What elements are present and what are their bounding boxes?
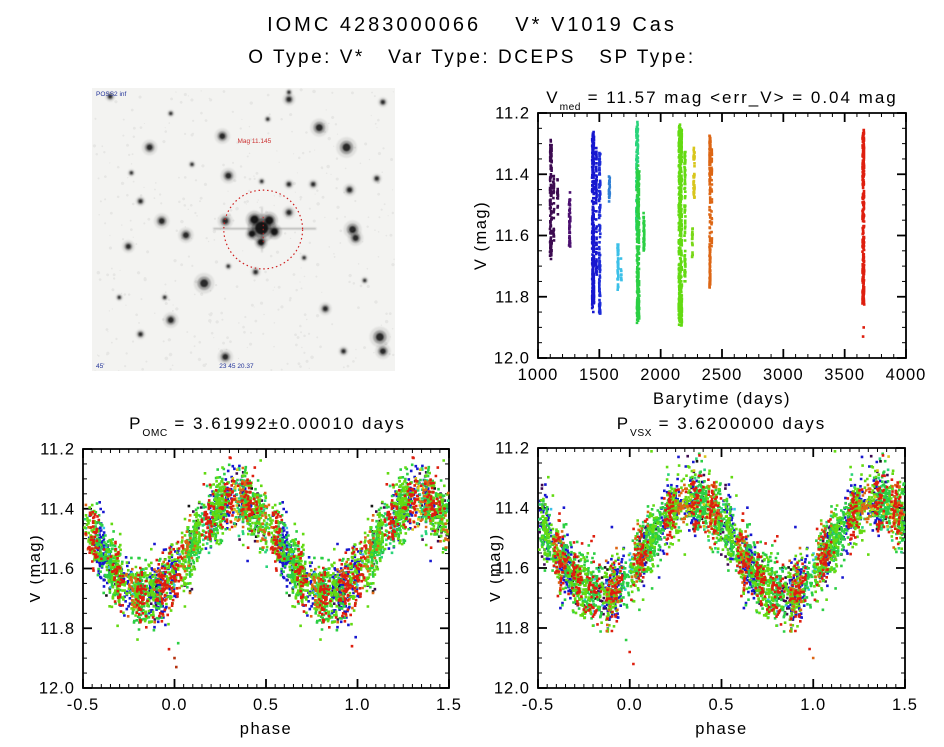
x-axis-label: phase [240, 720, 292, 738]
svg-text:2000: 2000 [640, 366, 681, 384]
finder-scale-label: 45' [96, 363, 104, 370]
svg-text:11.6: 11.6 [495, 560, 530, 578]
svg-text:1000: 1000 [518, 366, 559, 384]
data-points [538, 450, 904, 633]
x-axis-label: phase [695, 720, 747, 738]
svg-text:2500: 2500 [702, 366, 743, 384]
data-points [708, 134, 714, 289]
phase-vsx-plot: -0.5 0.0 0.5 1.0 1.5 11.2 11.4 11.6 11.8 12.0 phas… [490, 440, 918, 738]
data-points [102, 526, 365, 623]
data-points [173, 656, 178, 669]
target-circle [223, 189, 304, 270]
background-noise [92, 88, 395, 371]
svg-text:1.0: 1.0 [345, 696, 371, 714]
finder-chart-image: POSS2 inf Mag 11.145 45' 23 45 20.37 [92, 88, 395, 371]
svg-text:0.0: 0.0 [162, 696, 188, 714]
phase-omc-plot: -0.5 0.0 0.5 1.0 1.5 11.2 11.4 11.6 11.8 12.0 phas… [30, 441, 462, 739]
data-points [552, 483, 905, 660]
svg-text:11.8: 11.8 [495, 620, 530, 638]
svg-text:11.2: 11.2 [495, 105, 530, 123]
data-points [677, 123, 687, 327]
data-points [548, 138, 560, 261]
svg-text:11.8: 11.8 [495, 288, 530, 306]
svg-text:-0.5: -0.5 [67, 696, 99, 714]
svg-text:3500: 3500 [824, 366, 865, 384]
svg-text:11.8: 11.8 [40, 620, 75, 638]
svg-text:11.2: 11.2 [495, 440, 530, 458]
svg-text:1.5: 1.5 [436, 696, 462, 714]
field-stars [104, 88, 391, 365]
x-axis-label: Barytime (days) [653, 390, 791, 408]
phase-omc-plot-title: POMC = 3.61992±0.00010 days [129, 414, 406, 439]
svg-text:11.4: 11.4 [495, 500, 530, 518]
svg-text:11.4: 11.4 [495, 166, 530, 184]
data-points [90, 463, 449, 645]
finder-coord-label: 23 45 20.37 [219, 363, 254, 370]
svg-text:12.0: 12.0 [39, 680, 75, 698]
data-points [861, 128, 866, 338]
phase-vsx-plot-title: PVSX = 3.6200000 days [616, 414, 827, 439]
timeseries-plot-title: Vmed = 11.57 mag <err_V> = 0.04 mag [546, 88, 898, 113]
finder-target-label: Mag 11.145 [237, 138, 271, 145]
data-points [690, 227, 694, 259]
svg-text:11.4: 11.4 [40, 500, 75, 518]
data-points [538, 452, 906, 642]
data-points [635, 164, 646, 325]
y-axis-label: V (mag) [490, 533, 504, 602]
svg-text:1500: 1500 [579, 366, 620, 384]
data-points [607, 175, 612, 203]
svg-text:1.0: 1.0 [800, 696, 826, 714]
svg-text:-0.5: -0.5 [522, 696, 554, 714]
data-points [567, 191, 572, 248]
data-points [597, 151, 602, 315]
axes [82, 448, 450, 689]
data-points [616, 243, 623, 291]
svg-text:12.0: 12.0 [494, 350, 530, 368]
svg-text:12.0: 12.0 [494, 680, 530, 698]
axes [537, 112, 907, 359]
page-title: IOMC 4283000066 V* V1019 Cas [267, 14, 677, 36]
timeseries-plot: 1000 1500 2000 2500 3000 3500 4000 11.2 11.4 11.6… [472, 105, 927, 409]
svg-text:0.5: 0.5 [709, 696, 735, 714]
data-points [692, 146, 696, 199]
svg-text:3000: 3000 [763, 366, 804, 384]
page-subtitle: O Type: V* Var Type: DCEPS SP Type: [248, 47, 696, 68]
svg-text:11.6: 11.6 [40, 560, 75, 578]
svg-text:11.2: 11.2 [40, 441, 75, 459]
svg-text:0.0: 0.0 [617, 696, 643, 714]
svg-text:4000: 4000 [886, 366, 927, 384]
svg-text:1.5: 1.5 [892, 696, 918, 714]
target-star [213, 206, 317, 253]
svg-text:0.5: 0.5 [253, 696, 279, 714]
y-axis-label: V (mag) [30, 534, 44, 603]
y-axis-label: V (mag) [472, 201, 490, 270]
finder-survey-label: POSS2 inf [96, 91, 127, 98]
data-points [590, 130, 598, 314]
svg-text:11.6: 11.6 [495, 227, 530, 245]
